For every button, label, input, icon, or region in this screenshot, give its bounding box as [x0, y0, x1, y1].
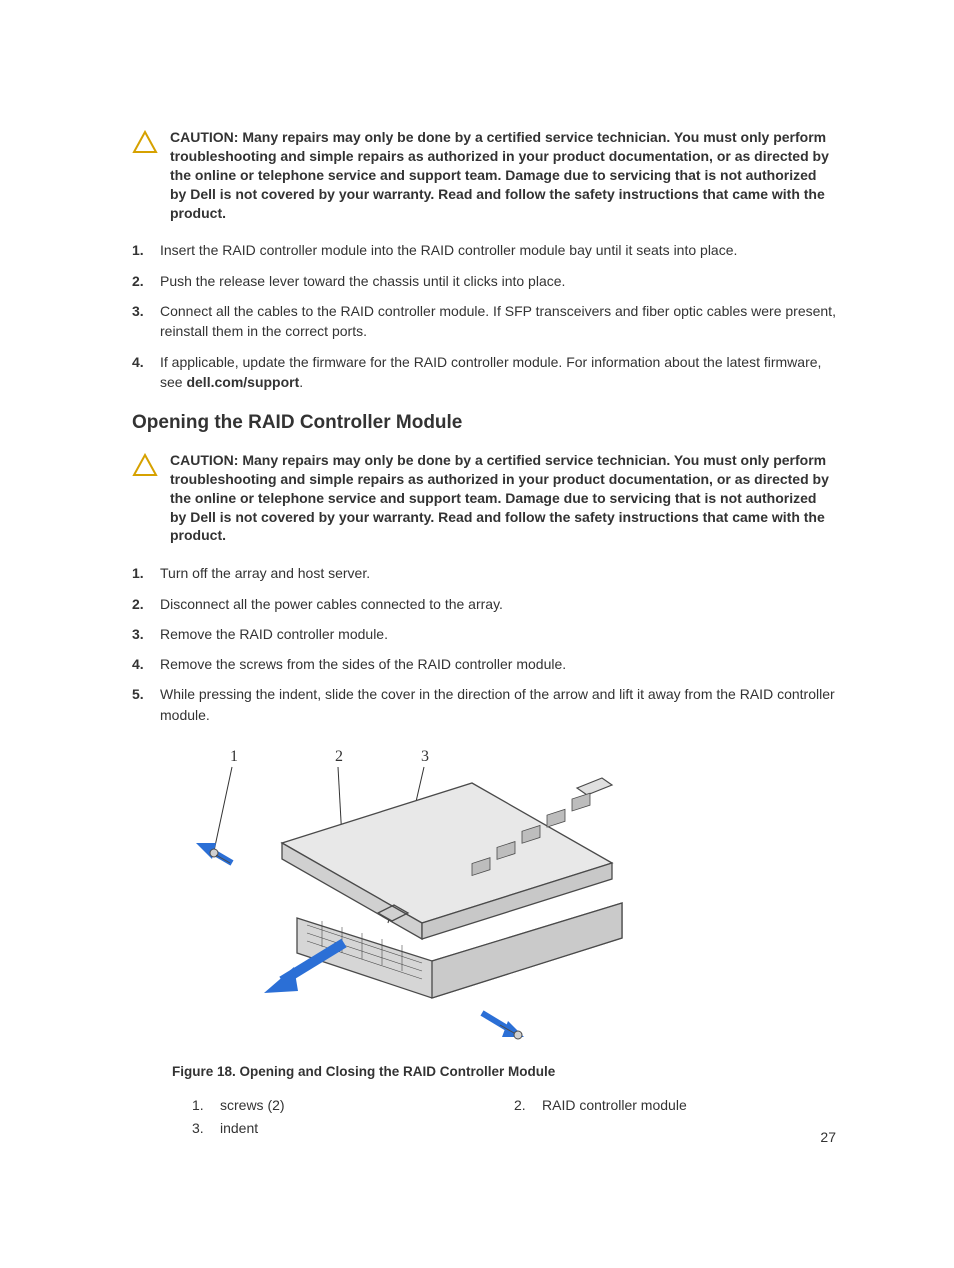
step-item: Disconnect all the power cables connecte…: [132, 594, 836, 614]
steps-list-1: Insert the RAID controller module into t…: [132, 240, 836, 392]
legend-item: 1. screws (2): [192, 1094, 514, 1118]
step-item: Connect all the cables to the RAID contr…: [132, 301, 836, 342]
figure-diagram: 1 2 3: [172, 743, 836, 1049]
caution-text-1: CAUTION: Many repairs may only be done b…: [170, 128, 836, 222]
caution-block-1: CAUTION: Many repairs may only be done b…: [132, 128, 836, 222]
callout-2: 2: [335, 748, 343, 765]
step-item: Remove the RAID controller module.: [132, 624, 836, 644]
callout-1: 1: [230, 748, 238, 765]
legend-num: 1.: [192, 1094, 206, 1118]
caution-icon: [132, 453, 158, 483]
legend-num: 3.: [192, 1117, 206, 1141]
caution-block-2: CAUTION: Many repairs may only be done b…: [132, 451, 836, 545]
step-item: Turn off the array and host server.: [132, 563, 836, 583]
caution-text-2: CAUTION: Many repairs may only be done b…: [170, 451, 836, 545]
legend-label: screws (2): [220, 1094, 285, 1118]
caution-prefix: CAUTION:: [170, 129, 242, 145]
figure-legend: 1. screws (2) 2. RAID controller module …: [192, 1094, 836, 1142]
caution-body: Many repairs may only be done by a certi…: [170, 452, 829, 544]
legend-num: 2.: [514, 1094, 528, 1118]
step-text-suffix: .: [299, 374, 303, 390]
step-item: Push the release lever toward the chassi…: [132, 271, 836, 291]
step-item: While pressing the indent, slide the cov…: [132, 684, 836, 725]
section-heading: Opening the RAID Controller Module: [132, 410, 836, 437]
caution-icon: [132, 130, 158, 160]
page-number: 27: [820, 1128, 836, 1148]
steps-list-2: Turn off the array and host server. Disc…: [132, 563, 836, 725]
step-item: If applicable, update the firmware for t…: [132, 352, 836, 393]
legend-label: RAID controller module: [542, 1094, 687, 1118]
step-item: Insert the RAID controller module into t…: [132, 240, 836, 260]
callout-3: 3: [421, 748, 429, 765]
step-item: Remove the screws from the sides of the …: [132, 654, 836, 674]
figure-caption: Figure 18. Opening and Closing the RAID …: [172, 1063, 836, 1082]
caution-prefix: CAUTION:: [170, 452, 242, 468]
legend-item: 3. indent: [192, 1117, 514, 1141]
legend-item: 2. RAID controller module: [514, 1094, 836, 1118]
caution-body: Many repairs may only be done by a certi…: [170, 129, 829, 221]
legend-label: indent: [220, 1117, 258, 1141]
support-link: dell.com/support: [186, 374, 299, 390]
